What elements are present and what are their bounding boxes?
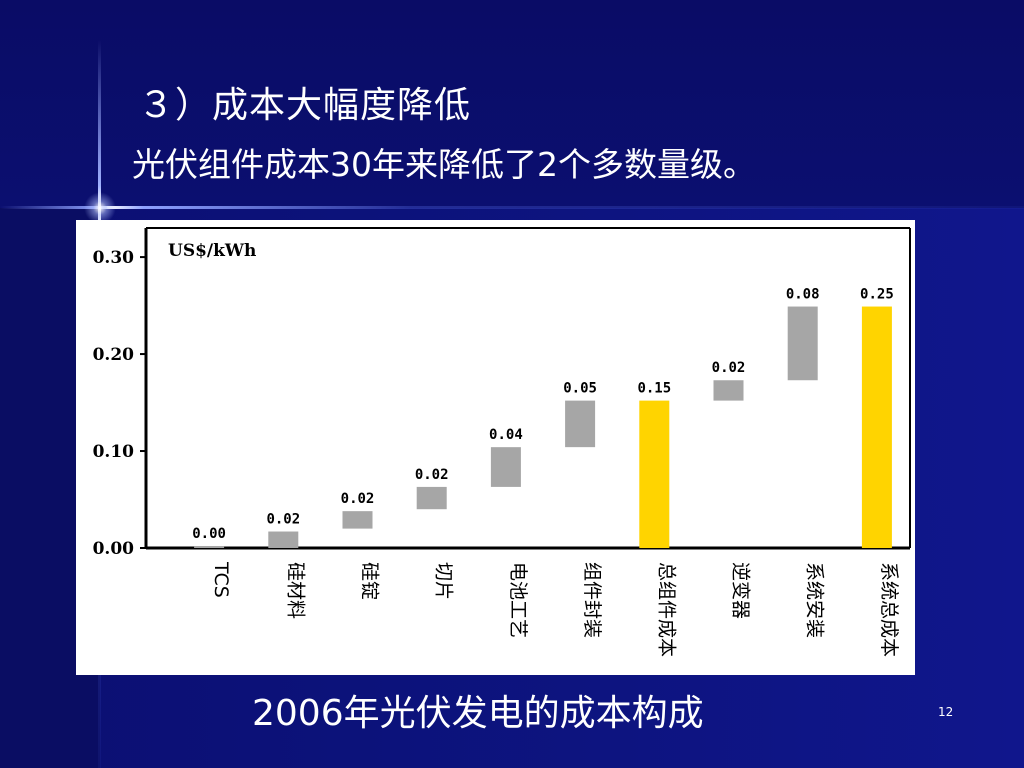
total-bar (639, 400, 670, 548)
total-bar (861, 306, 892, 548)
x-category-label: 组件封装 (581, 562, 603, 638)
increment-bar (787, 306, 818, 381)
bar-value-label: 0.02 (415, 467, 449, 483)
horizontal-divider-line (0, 206, 1024, 209)
cross-glow-decoration (84, 192, 116, 224)
bar-value-label: 0.02 (341, 491, 375, 507)
x-category-label: 总组件成本 (655, 562, 677, 657)
bar-value-label: 0.02 (266, 512, 300, 528)
x-category-label: 系统安装 (804, 562, 826, 638)
bar-value-label: 0.04 (489, 427, 523, 443)
bar-value-label: 0.25 (860, 287, 894, 303)
bar-value-label: 0.15 (637, 381, 671, 397)
increment-bar (565, 400, 596, 448)
increment-bar (342, 511, 373, 529)
x-category-label: 硅材料 (284, 562, 306, 619)
bar-value-label: 0.00 (192, 526, 226, 542)
waterfall-chart: US$/kWh 0.30 0.20 0.10 0.00 0.00 TCS 0.02 硅材料 0.0… (93, 227, 911, 657)
bar-value-label: 0.02 (712, 360, 746, 376)
x-category-label: 切片 (433, 562, 455, 600)
bar-value-label: 0.08 (786, 287, 820, 303)
y-unit-label: US$/kWh (168, 241, 256, 261)
y-tick-label: 0.20 (93, 345, 135, 365)
y-tick-label: 0.10 (93, 442, 135, 462)
increment-bar (194, 546, 225, 548)
page-number: 12 (938, 705, 954, 719)
increment-bar (713, 380, 744, 401)
slide-subtitle: 光伏组件成本30年来降低了2个多数量级。 (132, 145, 756, 184)
y-tick-label: 0.30 (93, 248, 135, 268)
slide-title: ３）成本大幅度降低 (138, 85, 472, 126)
chart-caption: 2006年光伏发电的成本构成 (252, 693, 704, 734)
x-category-label: 硅锭 (359, 562, 381, 600)
y-tick-label: 0.00 (93, 539, 135, 559)
x-category-label: 系统总成本 (878, 562, 900, 657)
header-band (0, 0, 1024, 208)
increment-bar (490, 447, 521, 487)
x-category-label: 电池工艺 (507, 562, 529, 638)
x-category-label: TCS (210, 561, 232, 598)
increment-bar (268, 531, 299, 548)
x-category-label: 逆变器 (730, 562, 752, 619)
chart-panel: US$/kWh 0.30 0.20 0.10 0.00 0.00 TCS 0.02 硅材料 0.0… (76, 220, 915, 675)
bar-value-label: 0.05 (563, 381, 597, 397)
increment-bar (416, 486, 447, 510)
